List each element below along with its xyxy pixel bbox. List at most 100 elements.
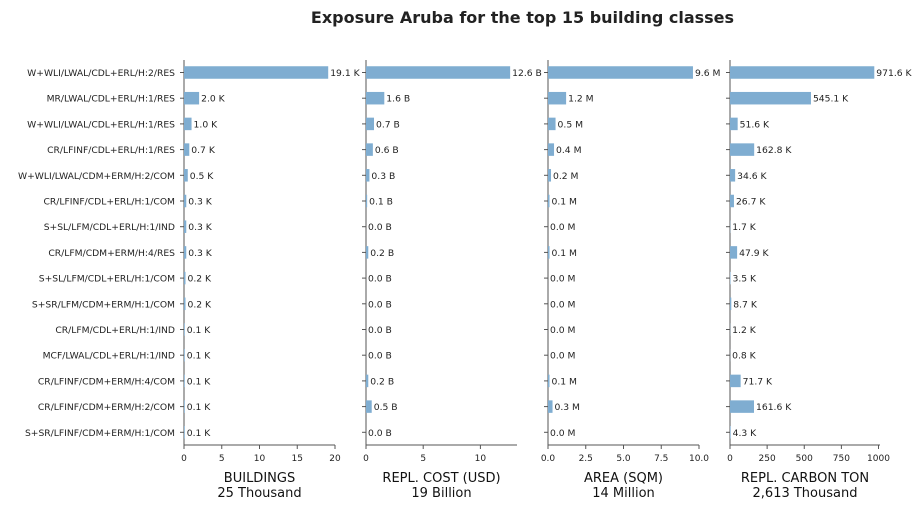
x-tick-label: 10.0 (689, 454, 709, 464)
bar-value-label: 0.0 B (368, 351, 392, 362)
category-label: W+WLI/LWAL/CDL+ERL/H:2/RES (27, 68, 175, 79)
bar-value-label: 0.3 B (371, 171, 395, 182)
bar (184, 194, 187, 208)
bar-value-label: 0.5 M (558, 119, 584, 130)
x-tick-label: 5 (219, 454, 225, 464)
bar-value-label: 0.5 B (374, 402, 398, 413)
bar-value-label: 0.1 M (552, 197, 578, 208)
bar (184, 400, 185, 413)
bar (548, 400, 553, 413)
bar-value-label: 19.1 K (330, 68, 360, 79)
bar-value-label: 0.0 M (550, 222, 576, 233)
bar-value-label: 0.1 K (187, 351, 212, 362)
x-axis-total: 2,613 Thousand (753, 486, 858, 501)
bar (184, 271, 186, 285)
bar-value-label: 0.3 K (188, 248, 213, 259)
bar (366, 246, 369, 259)
category-label: MR/LWAL/CDL+ERL/H:1/RES (47, 94, 176, 105)
bar-value-label: 1.2 K (732, 325, 757, 336)
bar-value-label: 0.2 M (553, 171, 579, 182)
chart-title: Exposure Aruba for the top 15 building c… (310, 8, 735, 27)
bar (548, 246, 550, 259)
bar (184, 246, 187, 259)
x-tick-label: 0.0 (541, 454, 556, 464)
bar-value-label: 0.1 K (187, 402, 212, 413)
bar-value-label: 2.0 K (201, 94, 226, 105)
bar (548, 91, 567, 105)
category-label: CR/LFINF/CDM+ERM/H:4/COM (38, 376, 175, 387)
bar (184, 426, 185, 439)
bar-value-label: 51.6 K (740, 119, 770, 130)
bar-value-label: 0.0 B (368, 299, 392, 310)
bar-value-label: 0.1 M (552, 376, 578, 387)
bar-value-label: 34.6 K (737, 171, 767, 182)
bar (730, 91, 811, 105)
bar-value-label: 12.6 B (512, 68, 542, 79)
x-tick-label: 10 (475, 454, 487, 464)
bar-value-label: 0.7 K (191, 145, 216, 156)
bar-value-label: 0.0 B (368, 274, 392, 285)
bar (548, 374, 550, 388)
bar-value-label: 0.1 M (552, 248, 578, 259)
bar (730, 400, 754, 413)
x-tick-label: 20 (329, 454, 341, 464)
bar (548, 194, 550, 208)
category-label: CR/LFM/CDL+ERL/H:1/IND (55, 325, 175, 336)
bar-value-label: 9.6 M (695, 68, 721, 79)
bar (548, 117, 556, 131)
category-label: S+SL/LFM/CDL+ERL/H:1/IND (44, 222, 175, 233)
bar (366, 169, 370, 182)
bar-value-label: 0.1 K (187, 376, 212, 387)
category-label: W+WLI/LWAL/CDL+ERL/H:1/RES (27, 119, 175, 130)
bar (730, 374, 741, 388)
bar-value-label: 0.2 B (370, 376, 394, 387)
bar-value-label: 0.0 B (368, 222, 392, 233)
bar-value-label: 26.7 K (736, 197, 766, 208)
bar (366, 194, 368, 208)
bar-value-label: 71.7 K (743, 376, 773, 387)
bar-value-label: 0.3 K (188, 197, 213, 208)
bar (730, 117, 738, 131)
x-tick-label: 750 (833, 454, 850, 464)
bar (730, 246, 738, 259)
category-label: S+SR/LFINF/CDM+ERM/H:1/COM (25, 428, 175, 439)
bar-value-label: 4.3 K (733, 428, 758, 439)
bar-value-label: 161.6 K (756, 402, 792, 413)
x-tick-label: 0 (363, 454, 369, 464)
bar-value-label: 0.5 K (190, 171, 215, 182)
bar (366, 400, 372, 413)
bar (548, 66, 693, 79)
bar-value-label: 0.3 M (555, 402, 581, 413)
category-label: CR/LFINF/CDL+ERL/H:1/RES (47, 145, 175, 156)
category-label: S+SL/LFM/CDL+ERL/H:1/COM (39, 274, 175, 285)
bar-value-label: 8.7 K (733, 299, 758, 310)
x-axis-total: 14 Million (592, 486, 655, 501)
bar (184, 117, 192, 131)
x-tick-label: 250 (759, 454, 776, 464)
x-axis-total: 25 Thousand (217, 486, 301, 501)
x-tick-label: 0 (727, 454, 733, 464)
bar (366, 66, 511, 79)
bar (366, 374, 369, 388)
bar-value-label: 1.7 K (732, 222, 757, 233)
x-tick-label: 5.0 (616, 454, 631, 464)
bar-value-label: 0.0 B (368, 428, 392, 439)
bar-value-label: 971.6 K (876, 68, 912, 79)
bar (730, 143, 755, 156)
bar-value-label: 1.0 K (194, 119, 219, 130)
x-axis-label: REPL. COST (USD) (382, 471, 500, 486)
bar-value-label: 0.8 K (732, 351, 757, 362)
bar (184, 374, 185, 388)
x-axis-label: REPL. CARBON TON (741, 471, 869, 486)
bar-value-label: 0.4 M (556, 145, 582, 156)
bar-value-label: 0.0 B (368, 325, 392, 336)
category-label: W+WLI/LWAL/CDM+ERM/H:2/COM (18, 171, 175, 182)
bar (548, 143, 555, 156)
x-tick-label: 15 (292, 454, 303, 464)
x-tick-label: 0 (181, 454, 187, 464)
category-label: MCF/LWAL/CDL+ERL/H:1/IND (43, 351, 175, 362)
bar (730, 297, 732, 311)
bar-value-label: 162.8 K (756, 145, 792, 156)
bar-value-label: 0.1 B (369, 197, 393, 208)
